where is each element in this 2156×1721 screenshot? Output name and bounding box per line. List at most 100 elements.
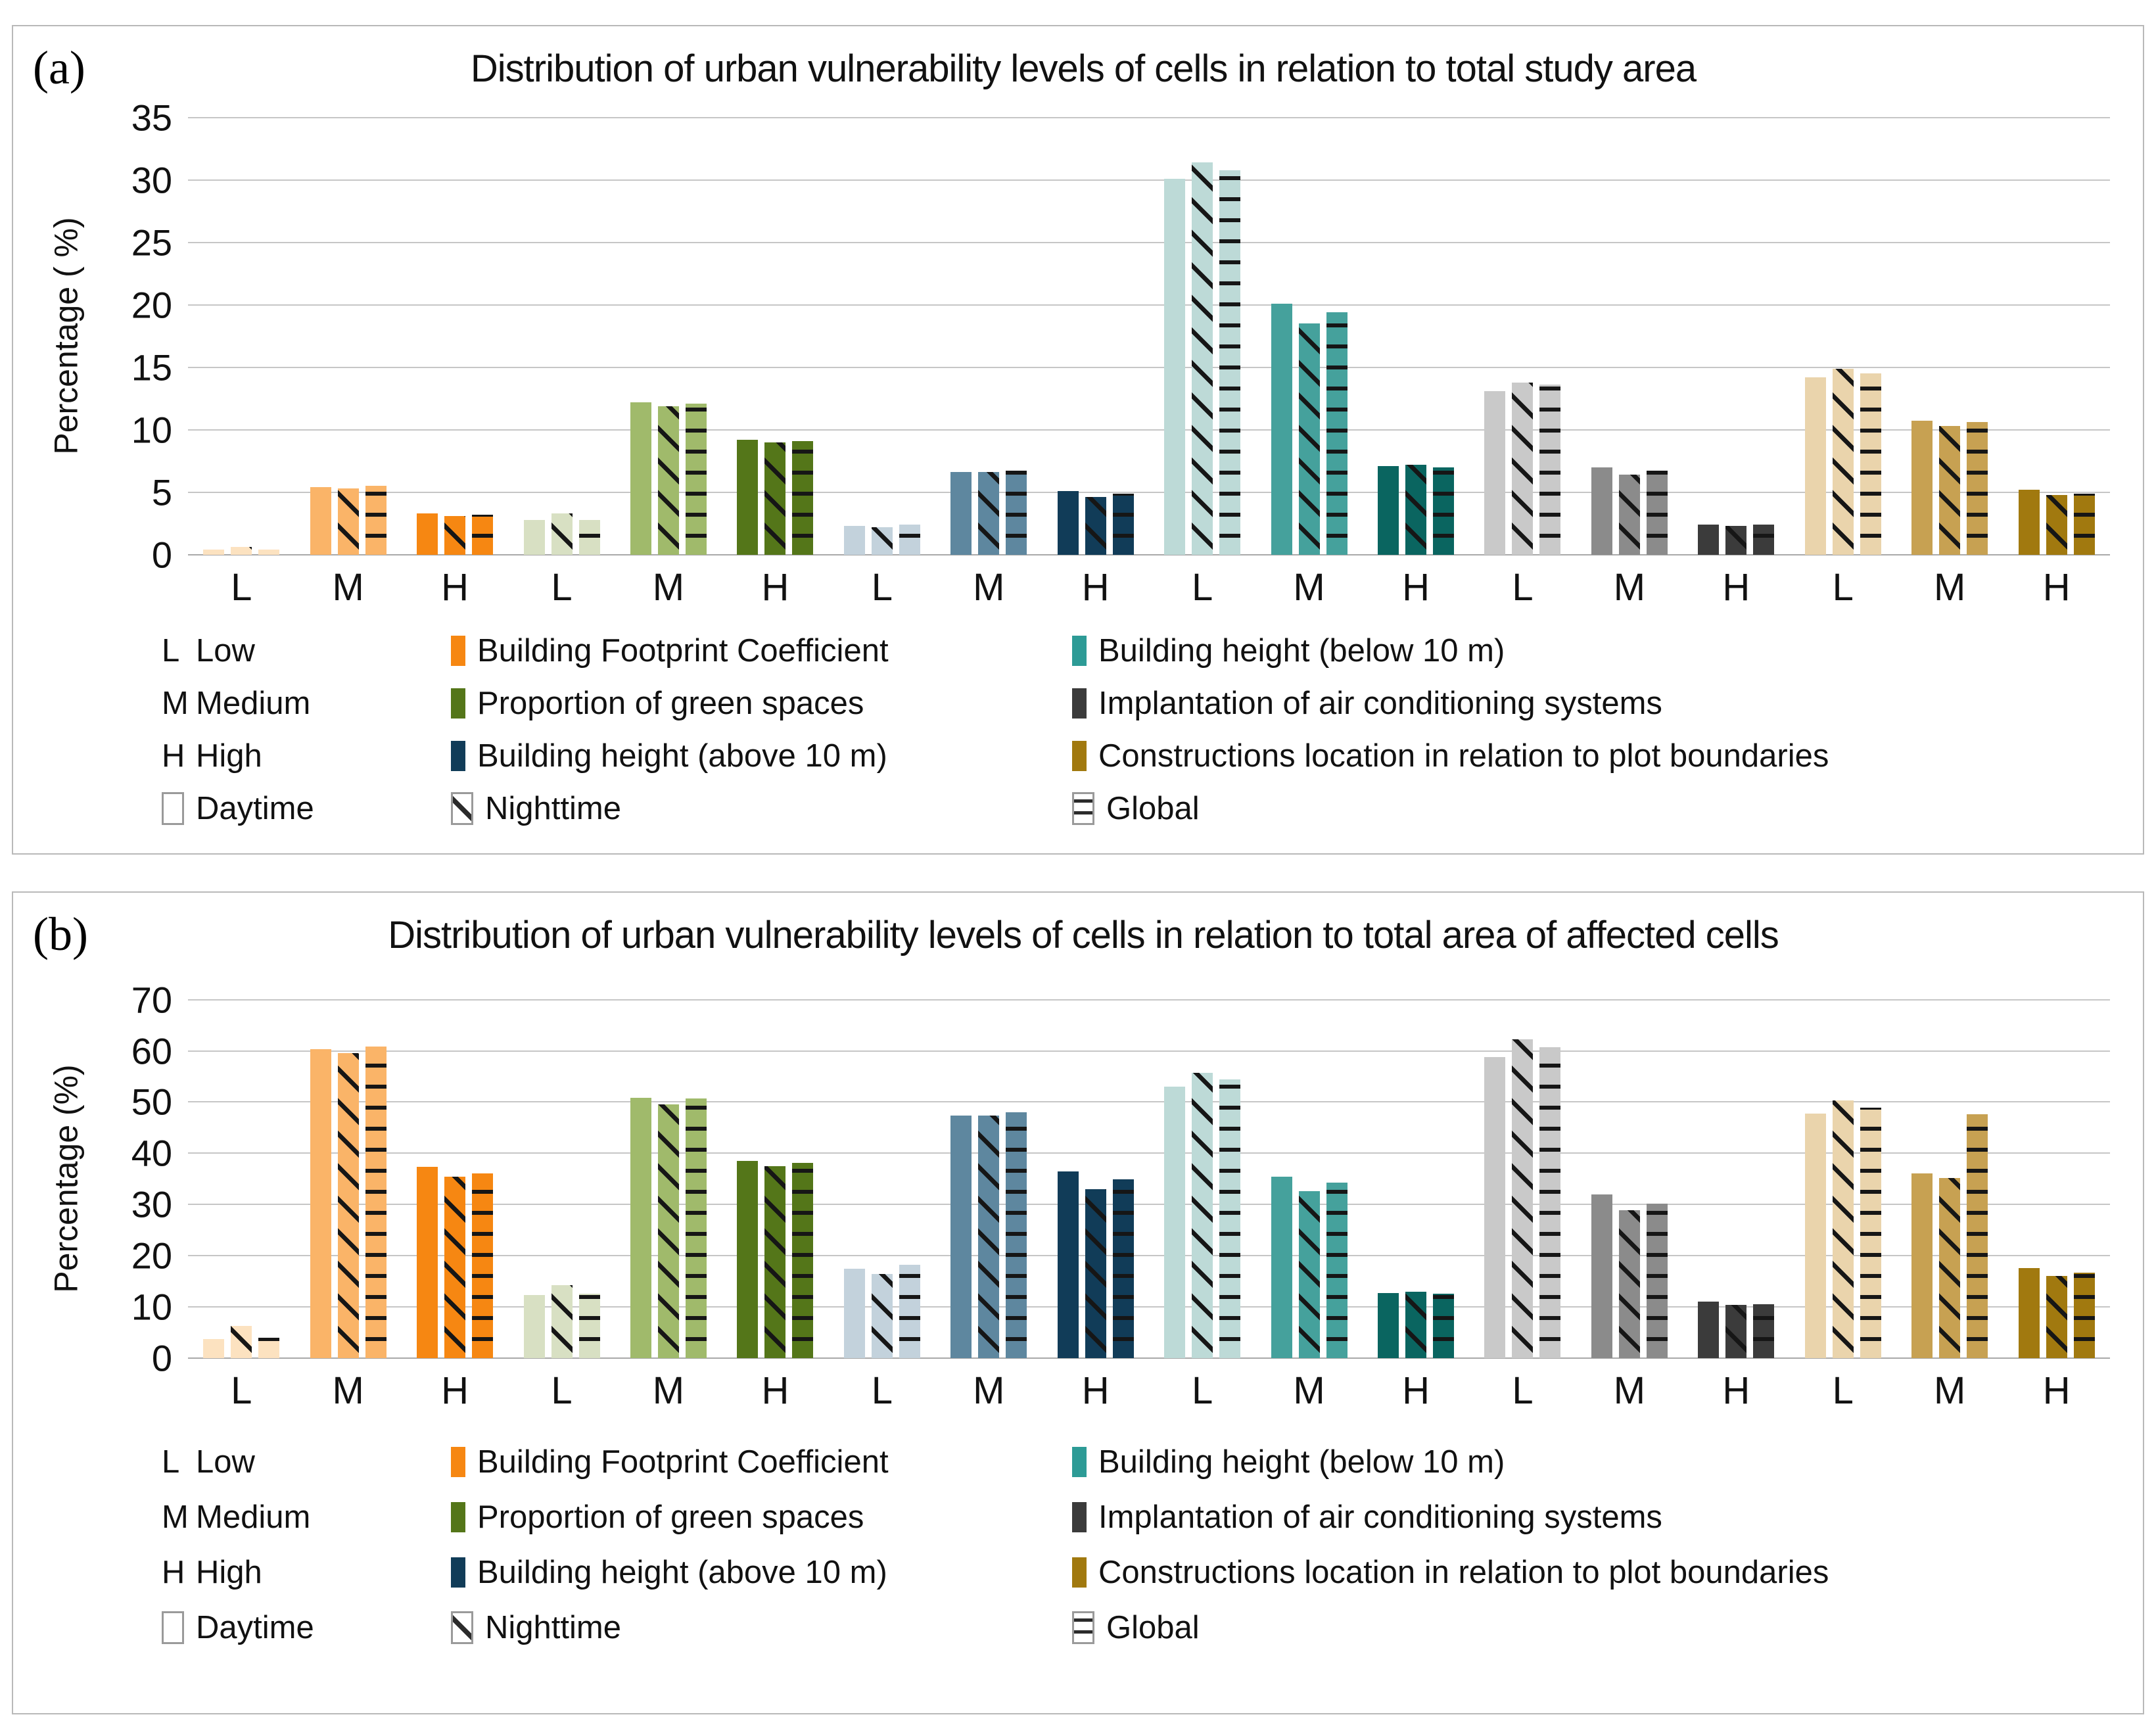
gridline-10 <box>188 1306 2110 1308</box>
bar-global <box>1433 1294 1455 1358</box>
x-tick-label: L <box>1512 1369 1534 1412</box>
bar-cluster <box>1469 118 1576 555</box>
gridline-40 <box>188 1152 2110 1154</box>
y-tick-label: 25 <box>131 222 172 264</box>
bar-group-navy-M: M <box>935 118 1042 609</box>
x-tick-label: M <box>1934 565 1966 609</box>
bar-nighttime <box>231 547 252 555</box>
bar-cluster <box>1469 1000 1576 1358</box>
gridline-20 <box>188 304 2110 306</box>
bar-daytime <box>1057 490 1079 555</box>
panel-b: (b) Distribution of urban vulnerability … <box>12 891 2144 1714</box>
bar-cluster <box>615 1000 722 1358</box>
gold-swatch-icon <box>1072 740 1087 771</box>
legend-series-nighttime: Nighttime <box>451 1609 1066 1646</box>
y-tick-label: 50 <box>131 1081 172 1123</box>
x-tick-label: H <box>1081 1369 1110 1412</box>
bar-group-navy-L: L <box>829 118 935 609</box>
legend-var-building-footprint: Building Footprint Coefficient <box>451 632 1066 669</box>
legend-series-global: Global <box>1072 1609 2084 1646</box>
y-axis-ticks: 0 5 10 15 20 25 30 35 <box>96 97 188 575</box>
bar-daytime <box>1804 377 1826 555</box>
global-swatch-icon <box>1072 791 1094 825</box>
bar-group-green-H: H <box>722 1000 828 1412</box>
legend-level-abbr: L <box>162 632 180 669</box>
bar-cluster <box>1790 1000 1896 1358</box>
bar-daytime <box>1164 178 1186 555</box>
legend-level-label: Low <box>196 632 255 669</box>
legend-series-global: Global <box>1072 790 2084 827</box>
bar-nighttime <box>764 1166 786 1358</box>
green-swatch-icon <box>451 1501 465 1532</box>
bar-group-gray-M: M <box>1576 118 1683 609</box>
bar-global <box>1539 1047 1561 1358</box>
navy-swatch-icon <box>451 1557 465 1588</box>
bar-global <box>1539 385 1561 555</box>
bar-daytime <box>1698 525 1720 555</box>
nighttime-swatch-icon <box>451 791 473 825</box>
y-tick-label: 5 <box>151 471 172 513</box>
x-tick-label: M <box>973 1369 1005 1412</box>
legend: L Low Building Footprint Coefficient Buil… <box>162 1444 2084 1646</box>
bar-group-navy-M: M <box>935 1000 1042 1412</box>
x-tick-label: L <box>871 565 893 609</box>
legend-var-constructions-location: Constructions location in relation to pl… <box>1072 738 2084 774</box>
bar-global <box>1326 1182 1348 1358</box>
bar-group-orange-H: H <box>402 1000 508 1412</box>
bar-cluster <box>1363 118 1469 555</box>
bar-nighttime <box>1725 1304 1747 1358</box>
bar-nighttime <box>978 472 1000 555</box>
bar-group-orange-L: L <box>188 1000 294 1412</box>
legend-var-green-spaces: Proportion of green spaces <box>451 685 1066 722</box>
teal-swatch-icon <box>1072 1446 1087 1477</box>
bar-group-gold-M: M <box>1896 1000 2003 1412</box>
gridline-15 <box>188 366 2110 368</box>
x-tick-label: L <box>231 565 252 609</box>
bar-group-navy-H: H <box>1043 118 1149 609</box>
y-tick-label: 20 <box>131 284 172 326</box>
bar-daytime <box>1378 1292 1399 1358</box>
x-tick-label: M <box>1934 1369 1966 1412</box>
daytime-swatch-icon <box>162 1611 184 1644</box>
bar-cluster <box>294 118 401 555</box>
bar-daytime <box>2018 489 2040 555</box>
bar-nighttime <box>1512 1039 1534 1358</box>
panel-a: (a) Distribution of urban vulnerability … <box>12 25 2144 855</box>
bar-daytime <box>843 526 865 555</box>
bar-group-teal-M: M <box>1255 118 1362 609</box>
bar-global <box>472 514 494 555</box>
y-tick-label: 30 <box>131 1183 172 1225</box>
y-tick-label: 10 <box>131 409 172 451</box>
bar-cluster <box>188 118 294 555</box>
bar-nighttime <box>1192 162 1213 555</box>
bar-global <box>258 1337 280 1358</box>
bar-cluster <box>402 1000 508 1358</box>
daytime-swatch-icon <box>162 791 184 825</box>
x-tick-label: L <box>551 565 573 609</box>
x-tick-label: L <box>551 1369 573 1412</box>
bar-global <box>1860 373 1881 555</box>
bar-global <box>685 403 707 555</box>
bar-nighttime <box>444 515 466 555</box>
bar-global <box>1006 1112 1027 1358</box>
x-tick-label: H <box>1722 1369 1750 1412</box>
bar-global <box>899 1265 920 1358</box>
legend-var-height-above: Building height (above 10 m) <box>451 738 1066 774</box>
x-tick-label: L <box>871 1369 893 1412</box>
bar-group-green-L: L <box>508 118 615 609</box>
bar-daytime <box>310 1049 331 1358</box>
bar-daytime <box>1911 421 1933 555</box>
y-tick-label: 20 <box>131 1235 172 1277</box>
bar-nighttime <box>657 1104 679 1358</box>
bar-group-green-M: M <box>615 118 722 609</box>
legend-level-medium: M Medium <box>162 1499 444 1536</box>
gridline-60 <box>188 1050 2110 1052</box>
bar-daytime <box>1164 1087 1186 1358</box>
x-tick-label: H <box>1722 565 1750 609</box>
bar-cluster <box>508 118 615 555</box>
legend-level-abbr: L <box>162 1444 180 1480</box>
bar-nighttime <box>2046 494 2067 555</box>
bar-cluster <box>508 1000 615 1358</box>
legend-level-low: L Low <box>162 1444 444 1480</box>
